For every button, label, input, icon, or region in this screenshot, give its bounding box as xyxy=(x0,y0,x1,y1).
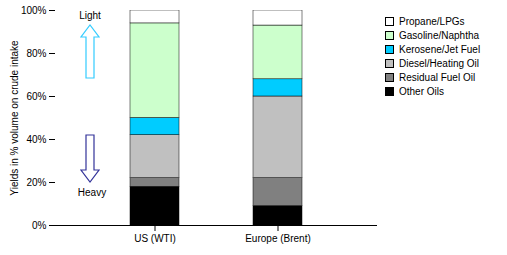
svg-text:20%: 20% xyxy=(26,177,46,188)
svg-text:US (WTI): US (WTI) xyxy=(134,233,176,244)
html-text:Propane/LPGs: Propane/LPGs xyxy=(399,15,465,27)
svg-text:0%: 0% xyxy=(32,220,47,231)
svg-text:Heavy: Heavy xyxy=(78,187,106,198)
svg-text:Europe (Brent): Europe (Brent) xyxy=(245,233,311,244)
svg-text:100%: 100% xyxy=(21,5,47,16)
html-text:Kerosene/Jet Fuel: Kerosene/Jet Fuel xyxy=(399,43,481,55)
html-text:Other Oils: Other Oils xyxy=(399,85,444,97)
svg-text:60%: 60% xyxy=(26,91,46,102)
svg-text:Yields in % volume on crude in: Yields in % volume on crude intake xyxy=(9,40,20,196)
svg-text:40%: 40% xyxy=(26,134,46,145)
html-text:Diesel/Heating Oil: Diesel/Heating Oil xyxy=(399,57,479,69)
html-text:Residual Fuel Oil: Residual Fuel Oil xyxy=(399,71,476,83)
html-text:Gasoline/Naphtha: Gasoline/Naphtha xyxy=(399,29,480,41)
svg-text:Light: Light xyxy=(79,10,101,21)
svg-text:80%: 80% xyxy=(26,48,46,59)
